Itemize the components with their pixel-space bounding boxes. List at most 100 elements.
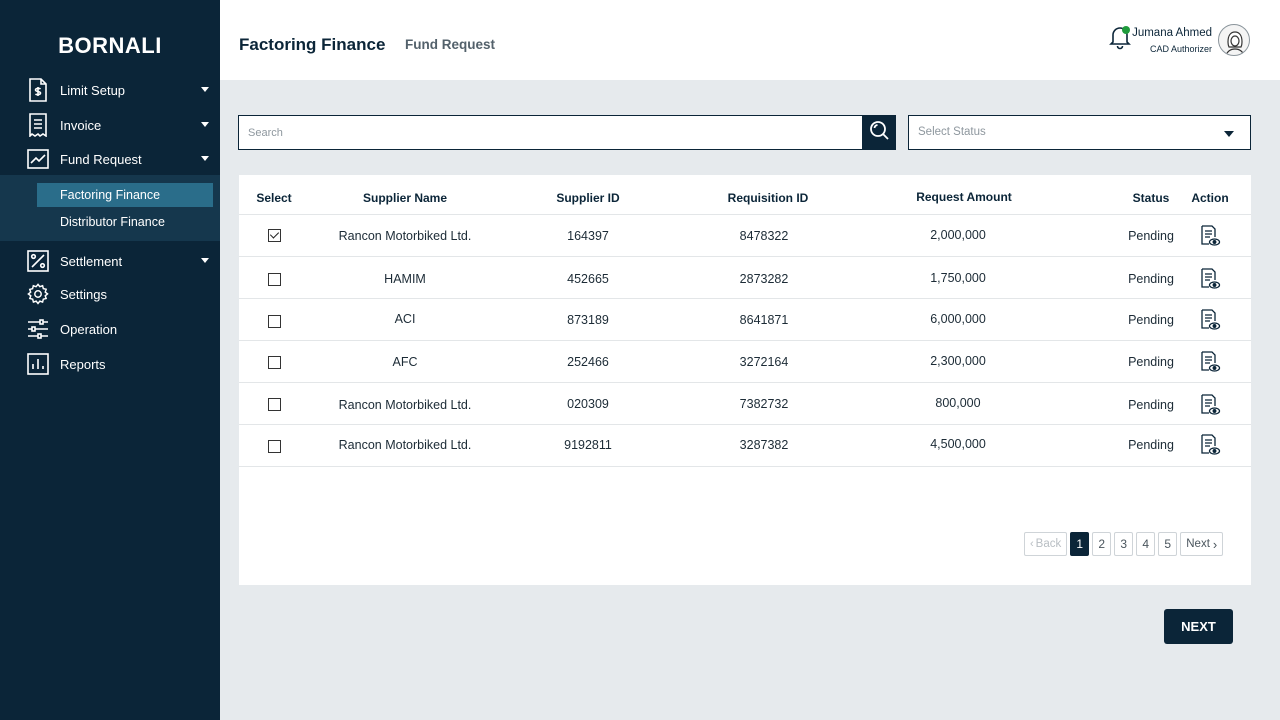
pagination-page-5[interactable]: 5 [1158,532,1178,556]
chevron-down-icon [201,87,209,92]
cell-supplier-name: HAMIM [384,272,426,286]
cell-supplier-name: Rancon Motorbiked Ltd. [338,398,472,412]
table-row: ACI 873189 8641871 6,000,000 Pending [239,299,1251,341]
sidebar-item-label: Reports [60,356,106,372]
cell-supplier-name: ACI [394,312,416,326]
chevron-down-icon [201,258,209,263]
sidebar-subitem-distributor-finance[interactable]: Distributor Finance [60,215,165,229]
row-select-checkbox[interactable] [268,315,281,328]
row-select-checkbox[interactable] [268,398,281,411]
row-select-checkbox[interactable] [268,440,281,453]
brand-logo: BORNALI [58,33,162,58]
column-header-action: Action [1191,191,1229,205]
cell-supplier-id: 873189 [567,313,609,327]
pagination-next-button[interactable]: Next › [1180,532,1224,556]
avatar[interactable] [1218,24,1250,56]
cell-supplier-id: 252466 [567,355,609,369]
cell-requisition-id: 8478322 [739,229,789,243]
gear-icon [27,282,49,306]
sidebar-item-limit-setup[interactable]: Limit Setup [0,75,220,105]
cell-supplier-id: 020309 [567,397,609,411]
pagination-page-1[interactable]: 1 [1070,532,1090,556]
sidebar: BORNALI Limit Setup Invoice Fund Request… [0,0,220,720]
sidebar-item-fund-request[interactable]: Fund Request [0,144,220,174]
cell-requisition-id: 3272164 [739,355,789,369]
document-dollar-icon [27,78,49,102]
notification-dot [1122,26,1130,34]
search-icon [869,120,889,145]
cell-request-amount: 4,500,000 [930,437,986,451]
sidebar-item-label: Limit Setup [60,82,126,98]
table-row: Rancon Motorbiked Ltd. 164397 8478322 2,… [239,215,1251,257]
cell-supplier-name: AFC [392,355,418,369]
pagination-page-2[interactable]: 2 [1092,532,1112,556]
column-header-request-amount: Request Amount [916,190,1012,204]
search-box [238,115,896,150]
cell-status: Pending [1128,438,1174,452]
breadcrumb[interactable]: Fund Request [405,37,495,52]
cell-supplier-id: 164397 [567,229,609,243]
row-select-checkbox[interactable] [268,273,281,286]
cell-requisition-id: 8641871 [739,313,789,327]
cell-status: Pending [1128,229,1174,243]
chevron-down-icon [201,156,209,161]
pagination: ‹ Back 1 2 3 4 5 Next › [1024,532,1224,556]
table-row: HAMIM 452665 2873282 1,750,000 Pending [239,257,1251,299]
cell-requisition-id: 3287382 [739,438,789,452]
table-header: Select Supplier Name Supplier ID Requisi… [239,175,1251,215]
cell-request-amount: 2,000,000 [930,228,986,242]
column-header-supplier-name: Supplier Name [362,191,448,205]
cell-supplier-id: 9192811 [564,438,612,452]
receipt-icon [27,113,49,137]
pagination-back-label: Back [1035,538,1062,550]
table-row: Rancon Motorbiked Ltd. 020309 7382732 80… [239,383,1251,425]
fund-request-table: Select Supplier Name Supplier ID Requisi… [239,175,1251,585]
next-button[interactable]: NEXT [1164,609,1233,644]
cell-status: Pending [1128,355,1174,369]
status-select[interactable]: Select Status [908,115,1251,150]
view-document-icon[interactable] [1199,351,1221,373]
cell-requisition-id: 7382732 [739,397,789,411]
sidebar-item-operation[interactable]: Operation [0,314,220,344]
view-document-icon[interactable] [1199,434,1221,456]
top-header: Factoring Finance Fund Request Jumana Ah… [220,0,1280,80]
sidebar-item-settings[interactable]: Settings [0,279,220,309]
sidebar-item-label: Settings [60,286,107,302]
sidebar-item-invoice[interactable]: Invoice [0,110,220,140]
search-input[interactable] [239,116,863,149]
chevron-down-icon [201,122,209,127]
sidebar-item-settlement[interactable]: Settlement [0,246,220,276]
cell-supplier-id: 452665 [567,272,609,286]
fund-request-submenu: Factoring Finance Distributor Finance [0,175,220,241]
cell-request-amount: 1,750,000 [930,271,986,285]
sidebar-item-label: Invoice [60,117,102,133]
view-document-icon[interactable] [1199,394,1221,416]
cell-requisition-id: 2873282 [739,272,789,286]
view-document-icon[interactable] [1199,309,1221,331]
sidebar-subitem-factoring-finance[interactable]: Factoring Finance [37,183,213,207]
pagination-page-4[interactable]: 4 [1136,532,1156,556]
sidebar-item-reports[interactable]: Reports [0,349,220,379]
chevron-right-icon: › [1212,536,1218,552]
user-name: Jumana Ahmed [1132,27,1212,39]
column-header-select: Select [256,191,292,205]
cell-request-amount: 2,300,000 [930,354,986,368]
table-row: AFC 252466 3272164 2,300,000 Pending [239,341,1251,383]
pagination-back-button[interactable]: ‹ Back [1024,532,1068,556]
trend-chart-icon [27,147,49,171]
row-select-checkbox[interactable] [268,229,281,242]
bar-chart-icon [27,352,49,376]
sidebar-item-label: Operation [60,321,118,337]
view-document-icon[interactable] [1199,225,1221,247]
search-button[interactable] [862,116,895,149]
sidebar-item-label: Fund Request [60,151,142,167]
view-document-icon[interactable] [1199,268,1221,290]
cell-status: Pending [1128,398,1174,412]
percent-icon [27,249,49,273]
cell-supplier-name: Rancon Motorbiked Ltd. [338,438,472,452]
chevron-down-icon [1224,131,1234,137]
cell-status: Pending [1128,313,1174,327]
row-select-checkbox[interactable] [268,356,281,369]
table-row: Rancon Motorbiked Ltd. 9192811 3287382 4… [239,425,1251,467]
pagination-page-3[interactable]: 3 [1114,532,1134,556]
